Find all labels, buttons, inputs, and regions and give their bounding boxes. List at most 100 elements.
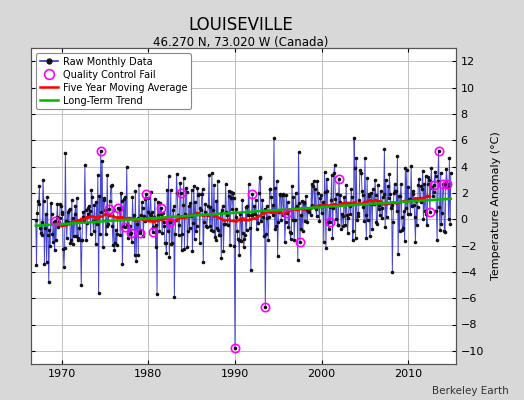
Point [154, 199, 162, 206]
Point [209, 227, 217, 234]
Point [261, 304, 269, 310]
Point [390, 181, 399, 187]
Point [66, 240, 74, 246]
Point [383, 214, 391, 220]
Point [277, 217, 286, 223]
Point [107, 182, 116, 188]
Point [130, 252, 139, 258]
Point [200, 219, 208, 225]
Point [119, 222, 127, 229]
Point [362, 211, 370, 218]
Point [314, 202, 323, 209]
Point [204, 203, 213, 210]
Point [348, 237, 357, 243]
Point [403, 211, 412, 217]
Point [146, 211, 154, 217]
Point [138, 204, 147, 211]
Point [239, 244, 248, 250]
Point [92, 199, 101, 206]
Point [68, 197, 76, 203]
Point [156, 200, 164, 206]
Point [314, 190, 322, 197]
Point [410, 202, 418, 208]
Point [216, 209, 225, 216]
Point [72, 233, 80, 239]
Point [226, 194, 235, 201]
Point [409, 188, 418, 194]
Point [339, 213, 347, 220]
Point [35, 182, 43, 189]
Point [434, 178, 442, 184]
Point [377, 205, 386, 212]
Point [94, 290, 103, 296]
Point [358, 192, 367, 198]
Point [64, 218, 72, 225]
Point [39, 176, 47, 183]
Point [52, 214, 61, 220]
Point [161, 240, 170, 246]
Point [270, 226, 279, 232]
Point [222, 181, 230, 188]
Point [188, 186, 196, 193]
Point [52, 237, 60, 244]
Point [48, 211, 56, 218]
Point [63, 235, 71, 242]
Text: LOUISEVILLE: LOUISEVILLE [189, 16, 293, 34]
Point [117, 190, 125, 196]
Text: Berkeley Earth: Berkeley Earth [432, 386, 508, 396]
Point [69, 215, 78, 222]
Point [169, 203, 178, 210]
Point [198, 186, 206, 192]
Point [362, 235, 370, 242]
Point [446, 221, 454, 227]
Point [154, 211, 162, 218]
Point [210, 182, 219, 188]
Point [421, 208, 429, 215]
Point [372, 192, 380, 198]
Point [419, 168, 427, 174]
Point [408, 203, 416, 210]
Point [63, 209, 72, 215]
Point [260, 205, 269, 212]
Point [354, 212, 362, 219]
Point [292, 205, 301, 212]
Point [310, 178, 318, 184]
Point [45, 227, 53, 233]
Point [316, 192, 325, 198]
Point [407, 162, 416, 169]
Point [405, 196, 413, 202]
Point [443, 181, 451, 188]
Point [252, 197, 260, 204]
Point [441, 229, 449, 235]
Point [404, 183, 412, 190]
Point [205, 172, 213, 178]
Point [112, 227, 120, 233]
Point [370, 201, 378, 207]
Point [81, 162, 89, 168]
Point [422, 210, 431, 217]
Point [262, 231, 270, 238]
Point [436, 170, 445, 176]
Point [189, 220, 198, 226]
Point [130, 212, 138, 218]
Point [248, 191, 257, 198]
Point [40, 260, 49, 267]
Point [266, 186, 275, 192]
Point [87, 187, 95, 193]
Point [347, 186, 355, 192]
Point [379, 194, 387, 200]
Point [380, 146, 389, 152]
Point [59, 245, 68, 252]
Point [81, 206, 90, 213]
Point [118, 261, 127, 268]
Point [310, 204, 319, 210]
Point [378, 215, 386, 222]
Point [242, 203, 250, 210]
Point [367, 190, 376, 196]
Point [430, 182, 439, 188]
Point [331, 162, 339, 168]
Point [106, 198, 114, 204]
Point [291, 217, 299, 223]
Point [431, 168, 439, 175]
Point [341, 199, 349, 206]
